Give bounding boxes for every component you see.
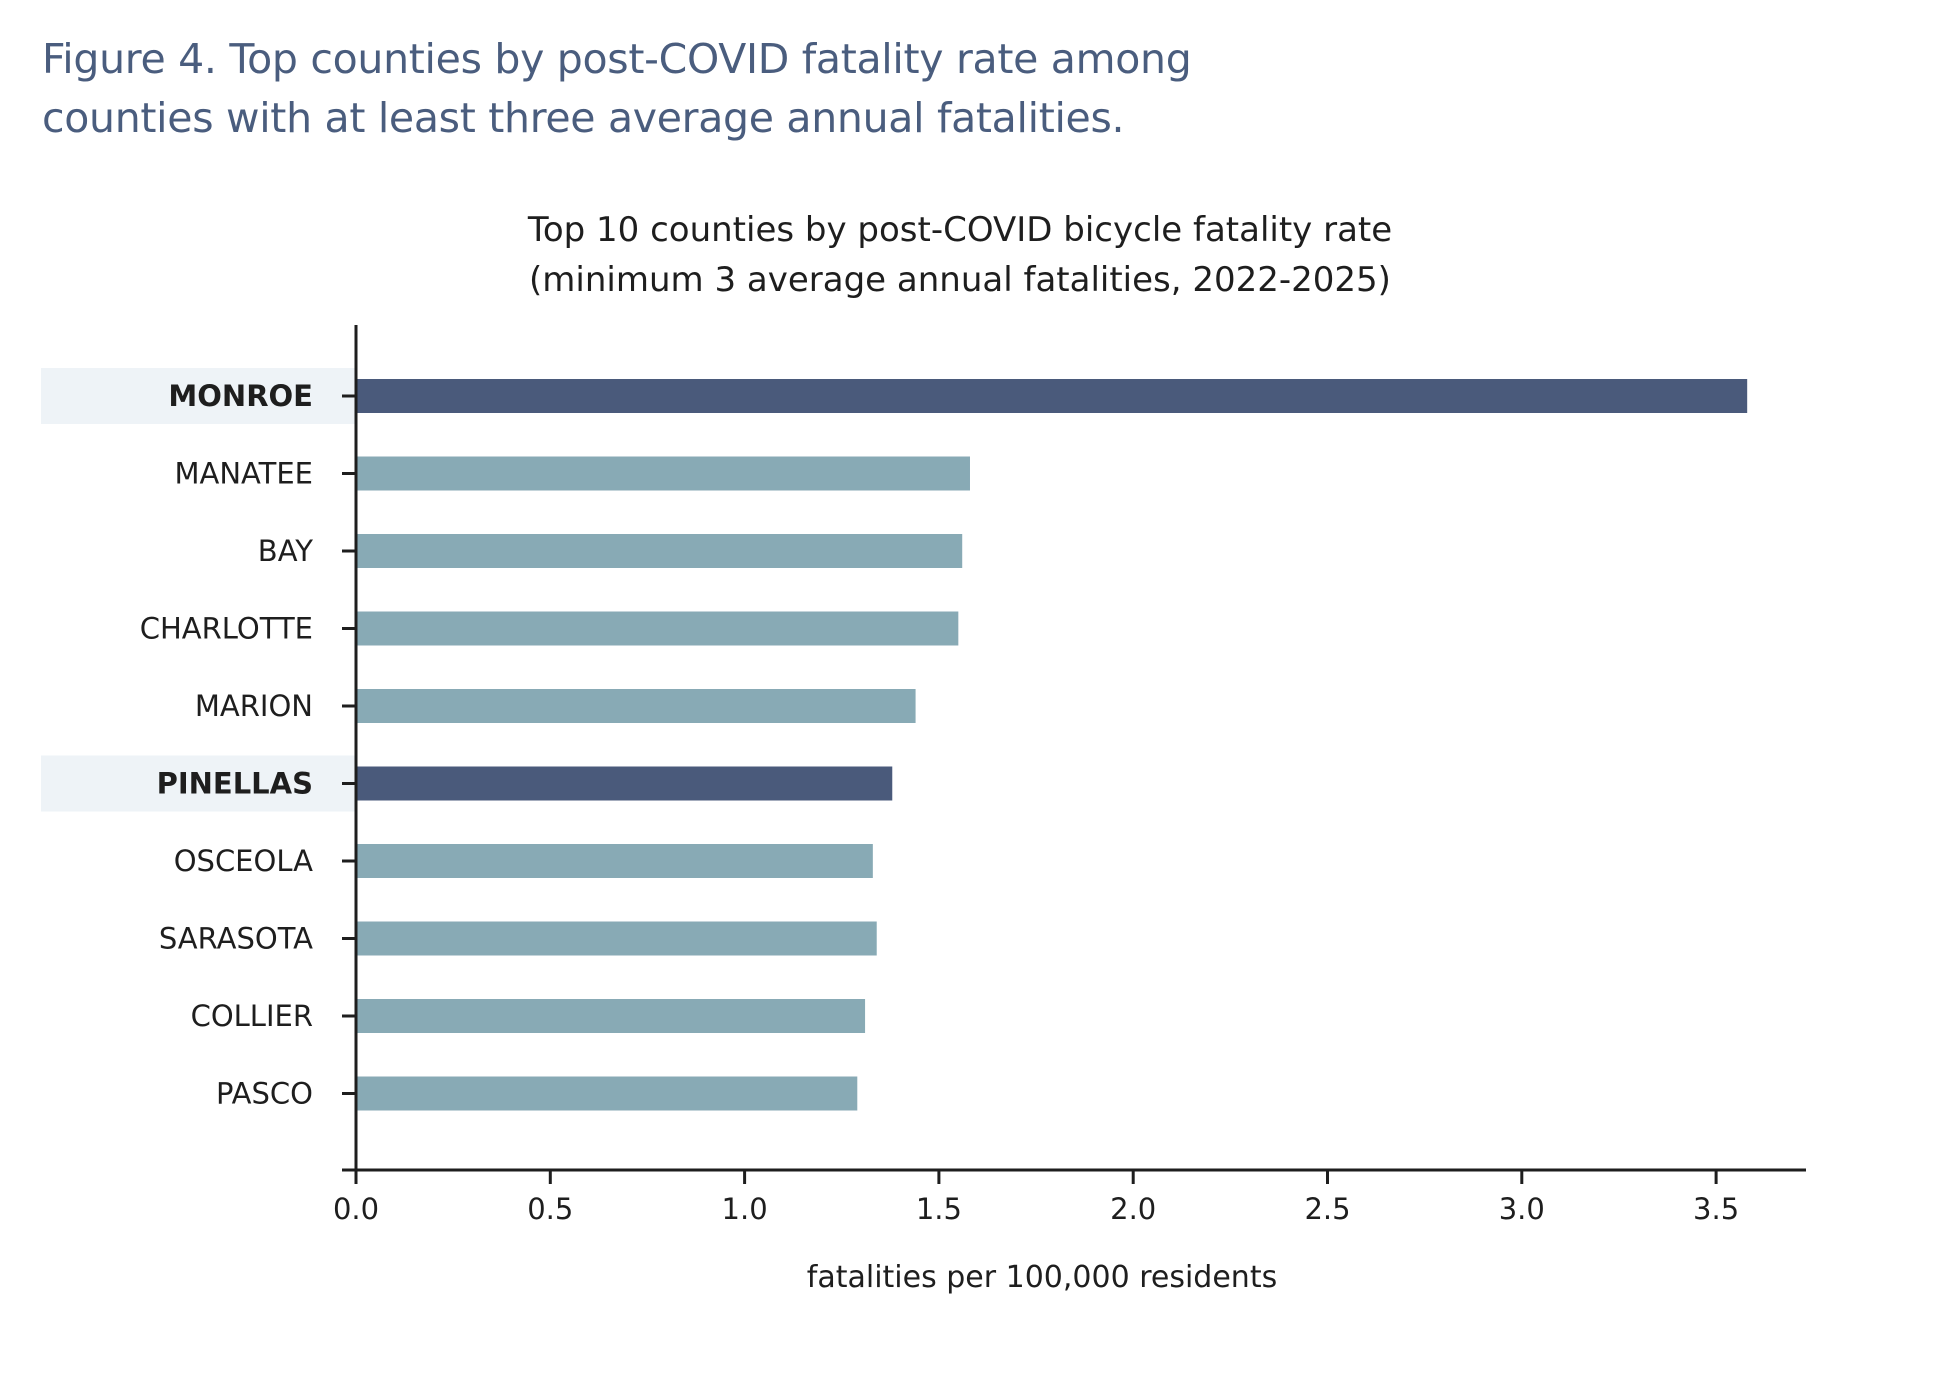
bar-osceola	[356, 844, 873, 878]
category-label-osceola: OSCEOLA	[174, 844, 313, 878]
category-label-bay: BAY	[258, 534, 313, 568]
category-label-collier: COLLIER	[191, 999, 313, 1033]
category-label-pinellas: PINELLAS	[157, 767, 313, 801]
highlight-band-monroe	[41, 368, 356, 424]
bars	[356, 379, 1748, 1111]
category-label-marion: MARION	[195, 689, 313, 723]
bar-sarasota	[356, 921, 877, 956]
bar-collier	[356, 999, 866, 1033]
category-label-monroe: MONROE	[168, 379, 313, 413]
category-label-sarasota: SARASOTA	[159, 922, 313, 956]
category-label-pasco: PASCO	[216, 1077, 313, 1111]
figure-caption: Figure 4. Top counties by post-COVID fat…	[42, 30, 1342, 148]
highlight-bands	[41, 368, 356, 812]
chart-title-line-1: Top 10 counties by post-COVID bicycle fa…	[527, 210, 1392, 250]
bar-bay	[356, 534, 963, 568]
bar-marion	[356, 689, 916, 723]
axes	[342, 325, 1806, 1172]
x-tick-label: 0.5	[527, 1192, 573, 1226]
bar-manatee	[356, 456, 970, 491]
figure-caption-line-2: counties with at least three average ann…	[42, 94, 1125, 142]
bar-pinellas	[356, 766, 893, 801]
x-tick-label: 3.0	[1499, 1192, 1545, 1226]
x-tick-label: 1.0	[722, 1192, 768, 1226]
bar-charlotte	[356, 611, 959, 646]
bar-monroe	[356, 379, 1748, 413]
category-label-charlotte: CHARLOTTE	[140, 612, 313, 646]
x-tick-label: 2.0	[1110, 1192, 1156, 1226]
x-ticks: 0.0 0.5 1.0 1.5 2.0 2.5 3.0 3.5	[333, 1170, 1739, 1226]
x-tick-label: 3.5	[1693, 1192, 1739, 1226]
bar-pasco	[356, 1076, 858, 1111]
category-label-manatee: MANATEE	[174, 457, 313, 491]
figure-caption-line-1: Figure 4. Top counties by post-COVID fat…	[42, 35, 1192, 83]
category-labels: MONROE MANATEE BAY CHARLOTTE MARION PINELLAS O…	[140, 379, 314, 1111]
x-tick-label: 0.0	[333, 1192, 379, 1226]
highlight-band-pinellas	[41, 755, 356, 812]
x-tick-label: 2.5	[1304, 1192, 1350, 1226]
chart-title-line-2: (minimum 3 average annual fatalities, 20…	[529, 260, 1391, 300]
x-tick-label: 1.5	[916, 1192, 962, 1226]
x-axis-title: fatalities per 100,000 residents	[807, 1260, 1277, 1295]
